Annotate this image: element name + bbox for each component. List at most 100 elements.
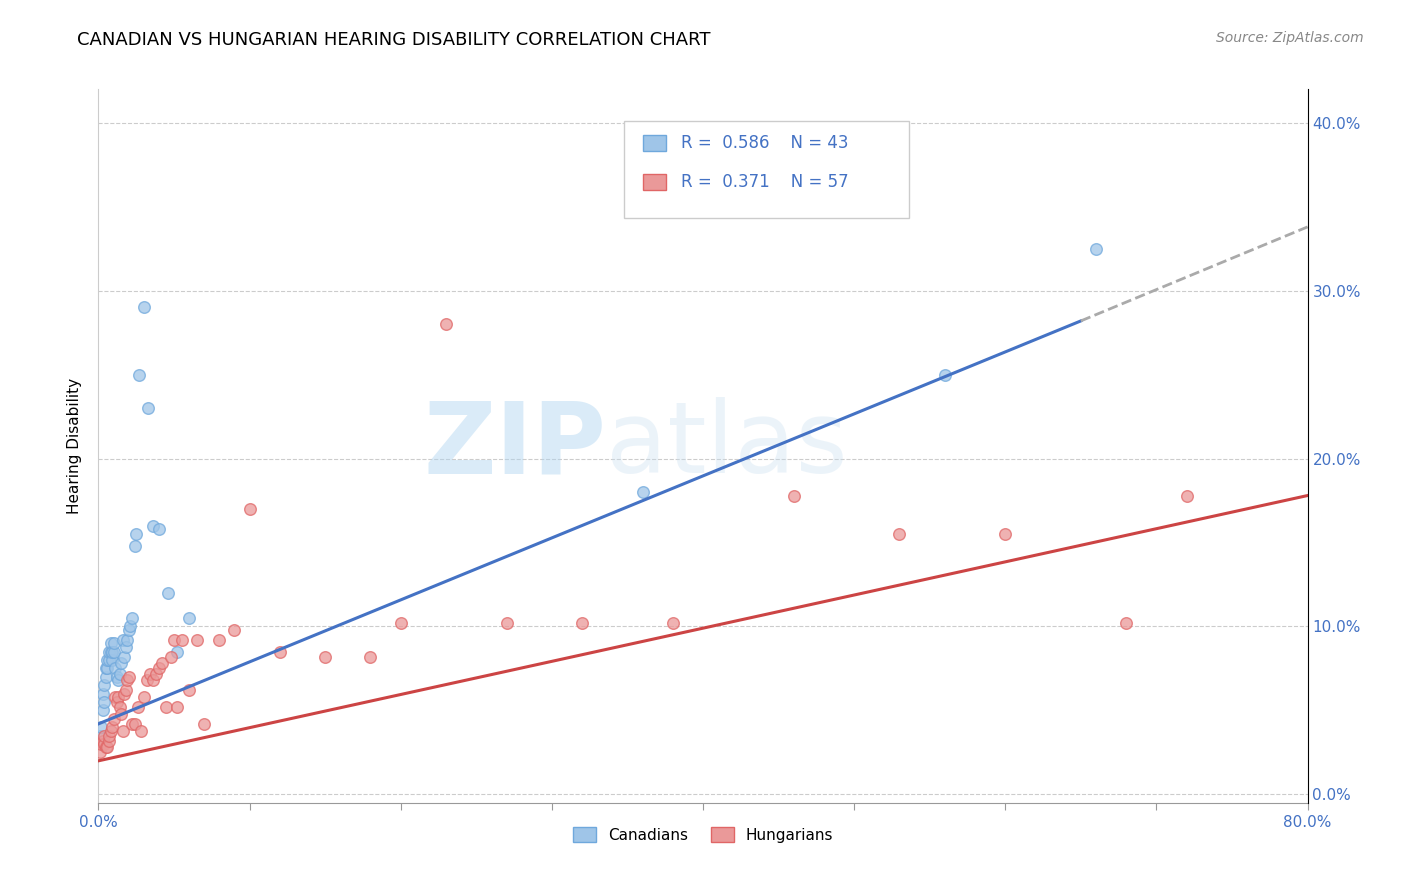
Point [125, 527, 148, 541]
Point [101, 653, 124, 667]
Point [114, 683, 136, 698]
Point [156, 586, 179, 600]
Point [120, 619, 142, 633]
Point [90, 720, 112, 734]
Text: R =  0.586    N = 43: R = 0.586 N = 43 [681, 134, 848, 152]
Point [112, 687, 135, 701]
Point [136, 401, 159, 416]
Bar [643, 135, 666, 151]
Point [104, 690, 127, 704]
Point [389, 616, 412, 631]
Point [118, 623, 141, 637]
Point [269, 645, 291, 659]
Point [91, 733, 114, 747]
Point [155, 700, 177, 714]
Point [93, 695, 115, 709]
Point [112, 649, 135, 664]
Point [98, 653, 121, 667]
Point [94, 740, 117, 755]
Point [118, 670, 141, 684]
Point [166, 645, 188, 659]
Point [93, 737, 115, 751]
Point [104, 661, 127, 675]
Text: R =  0.371    N = 57: R = 0.371 N = 57 [681, 173, 849, 191]
Point [94, 670, 117, 684]
Point [111, 723, 134, 738]
Point [89, 729, 111, 743]
Point [314, 649, 336, 664]
Point [360, 649, 382, 664]
Point [132, 690, 155, 704]
Point [124, 539, 146, 553]
Point [1175, 489, 1198, 503]
Point [111, 632, 134, 647]
Y-axis label: Hearing Disability: Hearing Disability [67, 378, 83, 514]
Point [934, 368, 956, 382]
Point [495, 616, 517, 631]
Point [139, 666, 162, 681]
Point [100, 636, 122, 650]
Point [114, 640, 136, 654]
Point [142, 518, 165, 533]
Point [93, 729, 115, 743]
Point [135, 673, 157, 688]
Point [148, 522, 170, 536]
Point [179, 683, 201, 698]
Point [783, 489, 806, 503]
Point [132, 301, 155, 315]
Point [108, 666, 131, 681]
Point [93, 678, 115, 692]
Point [1115, 616, 1137, 631]
Point [129, 723, 152, 738]
Point [94, 661, 117, 675]
Point [224, 623, 246, 637]
Point [142, 673, 165, 688]
Point [163, 632, 186, 647]
Point [571, 616, 593, 631]
Point [90, 737, 112, 751]
Point [105, 695, 128, 709]
Point [107, 690, 129, 704]
Point [170, 632, 193, 647]
Point [124, 717, 146, 731]
Point [103, 636, 125, 650]
Point [239, 502, 262, 516]
Point [89, 746, 111, 760]
Point [98, 733, 121, 747]
Point [96, 653, 118, 667]
Point [103, 712, 125, 726]
Point [661, 616, 683, 631]
Point [91, 703, 114, 717]
Point [186, 632, 208, 647]
Point [889, 527, 911, 541]
Text: ZIP: ZIP [423, 398, 606, 494]
Bar [643, 174, 666, 190]
Point [105, 670, 128, 684]
Point [145, 666, 167, 681]
Point [108, 700, 131, 714]
Point [121, 611, 143, 625]
Point [434, 318, 457, 332]
Point [115, 673, 138, 688]
Point [208, 632, 231, 647]
Point [107, 673, 129, 688]
Point [101, 645, 124, 659]
Point [96, 740, 118, 755]
Point [150, 657, 173, 671]
Point [91, 687, 114, 701]
Point [98, 645, 121, 659]
Point [148, 661, 170, 675]
Point [98, 729, 121, 743]
Point [994, 527, 1017, 541]
Point [166, 700, 188, 714]
Point [193, 717, 215, 731]
Text: CANADIAN VS HUNGARIAN HEARING DISABILITY CORRELATION CHART: CANADIAN VS HUNGARIAN HEARING DISABILITY… [77, 31, 711, 49]
Point [100, 723, 122, 738]
Point [115, 632, 138, 647]
Point [101, 720, 124, 734]
Text: Source: ZipAtlas.com: Source: ZipAtlas.com [1216, 31, 1364, 45]
Point [103, 645, 125, 659]
Point [110, 657, 132, 671]
Point [110, 706, 132, 721]
Point [631, 485, 654, 500]
